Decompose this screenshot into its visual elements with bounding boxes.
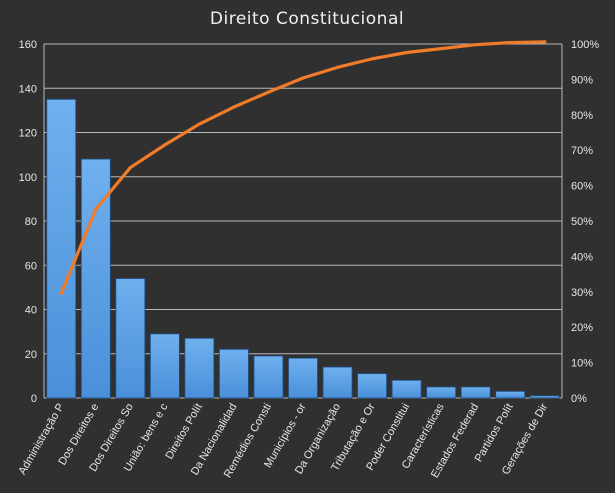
line-point-13: [508, 40, 512, 45]
y2-tick-label: 100%: [571, 39, 599, 51]
bar-8: [322, 366, 353, 399]
bar-13: [495, 390, 526, 399]
chart-title: Direito Constitucional: [210, 9, 404, 29]
line-point-14: [543, 40, 547, 44]
bar-9: [357, 373, 387, 399]
line-point-8: [335, 65, 340, 69]
line-point-6: [266, 90, 271, 94]
line-point-12: [474, 43, 478, 47]
right-y-axis: 0% 10% 20% 30% 40% 50% 60% 70% 80% 90% 100%: [571, 39, 599, 405]
bar-4: [184, 337, 215, 399]
x-tick-label: Administração P: [16, 402, 66, 477]
y-tick-label: 40: [25, 305, 37, 317]
line-point-7: [301, 76, 305, 80]
y2-tick-label: 50%: [571, 216, 593, 228]
line-point-11: [439, 47, 443, 51]
y-tick-label: 120: [19, 128, 37, 140]
line-point-10: [405, 50, 409, 55]
bar-6: [253, 355, 284, 399]
y2-tick-label: 60%: [571, 181, 593, 193]
y-tick-label: 160: [19, 39, 37, 51]
line-point-4: [197, 122, 201, 126]
bar-3: [149, 333, 180, 399]
y-tick-label: 0: [31, 393, 37, 405]
y-tick-label: 100: [19, 172, 37, 184]
bar-0: [46, 98, 77, 399]
bar-series: [46, 98, 560, 399]
left-y-axis: 0 20 40 60 80 100 120 140 160: [19, 39, 37, 405]
y-tick-label: 60: [25, 260, 37, 272]
line-point-5: [232, 105, 236, 109]
line-point-2: [128, 165, 132, 170]
y2-tick-label: 90%: [571, 74, 593, 86]
y2-tick-label: 30%: [571, 287, 593, 299]
line-point-9: [370, 57, 374, 61]
bar-12: [460, 386, 491, 399]
bar-2: [115, 278, 146, 399]
y2-tick-label: 20%: [571, 322, 593, 334]
cumulative-line-series: [59, 40, 547, 295]
line-point-0: [59, 291, 63, 295]
y2-tick-label: 40%: [571, 251, 593, 263]
line-point-1: [94, 207, 98, 211]
y-tick-label: 80: [25, 216, 37, 228]
bar-11: [426, 386, 457, 399]
bar-5: [219, 348, 249, 399]
y2-tick-label: 80%: [571, 110, 593, 122]
y2-tick-label: 10%: [571, 358, 593, 370]
y-tick-label: 140: [19, 83, 37, 95]
bar-7: [288, 357, 318, 399]
line-point-3: [163, 143, 167, 147]
y2-tick-label: 0%: [571, 393, 587, 405]
y2-tick-label: 70%: [571, 145, 593, 157]
y-tick-label: 20: [25, 349, 37, 361]
bar-10: [391, 379, 422, 399]
bar-14: [529, 395, 560, 399]
